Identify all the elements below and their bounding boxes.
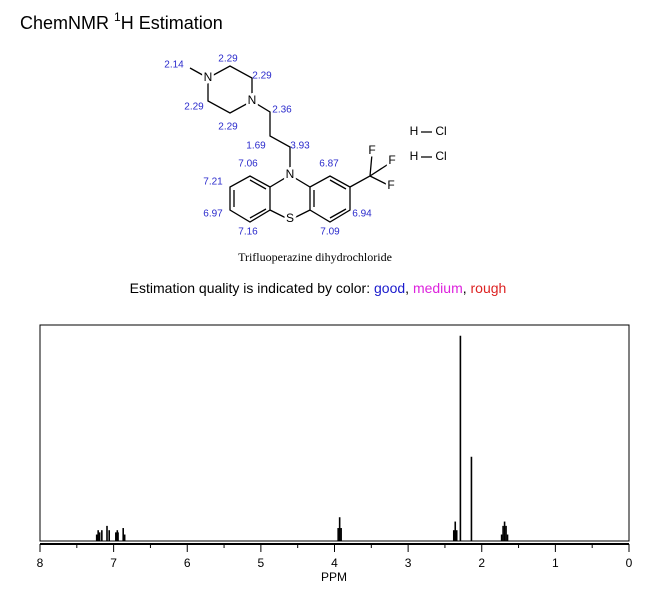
shift-label: 6.97 [203, 209, 223, 220]
shift-label: 2.14 [164, 60, 184, 71]
atom-label: N [286, 167, 295, 181]
plot-frame [39, 324, 630, 542]
quality-item: medium [413, 280, 463, 296]
quality-item: rough [471, 280, 507, 296]
atom-label: Cl [435, 124, 446, 138]
x-tick-label: 0 [626, 556, 633, 570]
quality-legend: Estimation quality is indicated by color… [130, 280, 507, 296]
shift-label: 7.06 [238, 159, 258, 170]
shift-label: 2.36 [272, 105, 292, 116]
atom-label: N [248, 93, 257, 107]
title-superscript: 1 [114, 10, 121, 24]
atom-label: F [368, 143, 375, 157]
shift-label: 7.21 [203, 177, 223, 188]
x-tick-label: 1 [552, 556, 559, 570]
x-axis-label: PPM [321, 570, 347, 584]
atom-label: S [286, 211, 294, 225]
shift-label: 7.09 [320, 227, 340, 238]
title-suffix: H Estimation [121, 13, 223, 33]
atom-label: N [204, 70, 213, 84]
atom-label: F [388, 153, 395, 167]
shift-label: 7.16 [238, 227, 258, 238]
molecule-bonds [189, 65, 432, 223]
shift-label: 1.69 [246, 141, 266, 152]
atom-label: H [410, 149, 419, 163]
spectrum: PPM 8 7 6 5 4 3 2 1 0 [37, 324, 633, 584]
x-tick-label: 6 [184, 556, 191, 570]
x-tick-label: 3 [405, 556, 412, 570]
x-tick-label: 2 [478, 556, 485, 570]
compound-name: Trifluoperazine dihydrochloride [238, 250, 392, 264]
x-tick-label: 8 [37, 556, 44, 570]
atom-label: H [410, 124, 419, 138]
x-tick-label: 5 [258, 556, 265, 570]
quality-prefix: Estimation quality is indicated by color… [130, 280, 370, 296]
atom-label: F [387, 178, 394, 192]
title: ChemNMR 1H Estimation [20, 10, 223, 33]
shift-labels: 2.14 2.29 2.29 2.29 2.29 2.36 1.69 3.93 7.06 6.87… [164, 54, 372, 238]
shift-label: 2.29 [184, 102, 204, 113]
atom-label: Cl [435, 149, 446, 163]
x-tick-label: 7 [110, 556, 117, 570]
shift-label: 2.29 [218, 122, 238, 133]
x-tick-label: 4 [331, 556, 338, 570]
quality-separator: , [463, 280, 467, 296]
shift-label: 6.87 [319, 159, 339, 170]
shift-label: 2.29 [252, 71, 272, 82]
shift-label: 6.94 [352, 209, 372, 220]
shift-label: 3.93 [290, 141, 310, 152]
shift-label: 2.29 [218, 54, 238, 65]
title-main: ChemNMR [20, 13, 114, 33]
quality-item: good [374, 280, 405, 296]
quality-separator: , [405, 280, 409, 296]
